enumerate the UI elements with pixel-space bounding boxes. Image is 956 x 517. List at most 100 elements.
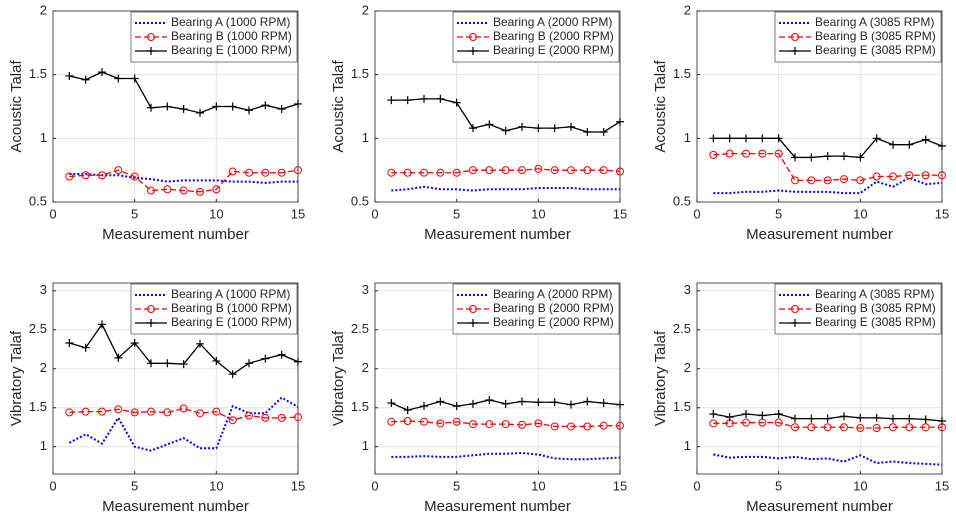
marker (98, 320, 106, 329)
x-tick-label: 5 (775, 478, 782, 493)
marker (261, 354, 270, 363)
marker (403, 168, 412, 177)
marker (823, 152, 832, 161)
marker (742, 134, 750, 143)
x-tick-label: 15 (291, 478, 305, 493)
legend-marker-shape (469, 33, 477, 41)
marker (403, 416, 412, 425)
axes-frame (374, 10, 621, 203)
marker (534, 124, 543, 133)
series-line (713, 152, 942, 182)
legend-label: Bearing A (3085 RPM) (815, 287, 934, 301)
marker (550, 166, 559, 175)
marker (196, 339, 204, 348)
y-axis-label: Acoustic Talaf (652, 60, 669, 153)
x-tick-label: 0 (693, 478, 700, 493)
marker (709, 419, 718, 428)
marker (387, 96, 396, 105)
legend-marker-shape (147, 305, 155, 313)
y-tick-label: 2.5 (29, 321, 47, 336)
marker (98, 171, 106, 180)
marker (567, 166, 575, 175)
marker (791, 414, 799, 423)
marker (469, 124, 477, 133)
legend-label: Bearing A (3085 RPM) (815, 15, 934, 29)
series-line (713, 176, 943, 195)
marker (709, 150, 718, 159)
y-tick-label: 0.5 (673, 193, 691, 208)
legend-label: Bearing B (1000 RPM) (171, 301, 292, 315)
marker (905, 140, 914, 149)
marker (163, 102, 172, 111)
marker (807, 414, 816, 423)
y-tick-label: 1 (684, 130, 691, 145)
marker (709, 134, 718, 143)
subplot: 0 5 10 15 1 1.5 2 2.5 3 Measurement number Vibrato… (652, 282, 949, 515)
x-tick-label: 10 (853, 206, 867, 221)
marker (261, 168, 270, 177)
marker (65, 339, 74, 348)
marker (583, 397, 592, 406)
marker (261, 101, 270, 110)
legend-label: Bearing B (3085 RPM) (815, 301, 936, 315)
y-tick-label: 2.5 (673, 321, 691, 336)
marker (905, 423, 914, 432)
marker (550, 124, 559, 133)
x-tick-label: 0 (371, 478, 378, 493)
marker (420, 168, 428, 177)
y-tick-label: 2 (40, 2, 47, 17)
y-tick-label: 1.5 (29, 66, 47, 81)
marker (856, 153, 865, 162)
marker (65, 172, 74, 181)
x-axis-label: Measurement number (102, 226, 249, 243)
marker (774, 134, 783, 143)
x-tick-label: 5 (775, 206, 782, 221)
legend-label: Bearing A (2000 RPM) (493, 15, 612, 29)
marker (550, 422, 559, 431)
marker (387, 168, 396, 177)
marker (518, 420, 526, 429)
marker (277, 413, 286, 422)
legend-marker-shape (791, 47, 799, 55)
series-line (713, 421, 942, 429)
marker (534, 419, 543, 428)
subplot: 0 5 10 15 1 1.5 2 2.5 3 Measurement number Vibrato… (8, 282, 305, 515)
marker (872, 172, 881, 181)
marker (856, 413, 865, 422)
marker (550, 398, 559, 407)
marker (147, 359, 155, 368)
y-tick-label: 1.5 (29, 399, 47, 414)
marker (436, 397, 445, 406)
marker (179, 105, 188, 114)
y-axis-label: Vibratory Talaf (8, 330, 25, 426)
marker (245, 359, 253, 368)
x-tick-label: 0 (371, 206, 378, 221)
marker (81, 343, 90, 352)
marker (452, 402, 461, 411)
marker (261, 413, 270, 422)
y-tick-label: 3 (40, 282, 47, 297)
y-axis-label: Acoustic Talaf (330, 60, 347, 153)
marker (823, 176, 832, 185)
marker (921, 423, 930, 432)
y-tick-label: 2 (684, 360, 691, 375)
marker (501, 166, 510, 175)
marker (872, 424, 881, 433)
marker (294, 413, 302, 422)
marker (277, 168, 286, 177)
axes-frame (52, 282, 299, 475)
marker (420, 402, 428, 411)
marker (130, 408, 139, 417)
x-tick-label: 5 (131, 478, 138, 493)
legend-marker-shape (791, 33, 799, 41)
marker (921, 171, 930, 180)
marker (807, 153, 816, 162)
marker (485, 420, 494, 429)
marker (196, 187, 204, 196)
y-tick-label: 2 (362, 2, 369, 17)
marker (905, 414, 914, 423)
marker (436, 168, 445, 177)
marker (228, 102, 237, 111)
subplot: 0 5 10 15 1 1.5 2 2.5 3 Measurement number Vibrato… (330, 282, 627, 515)
marker (452, 417, 461, 426)
